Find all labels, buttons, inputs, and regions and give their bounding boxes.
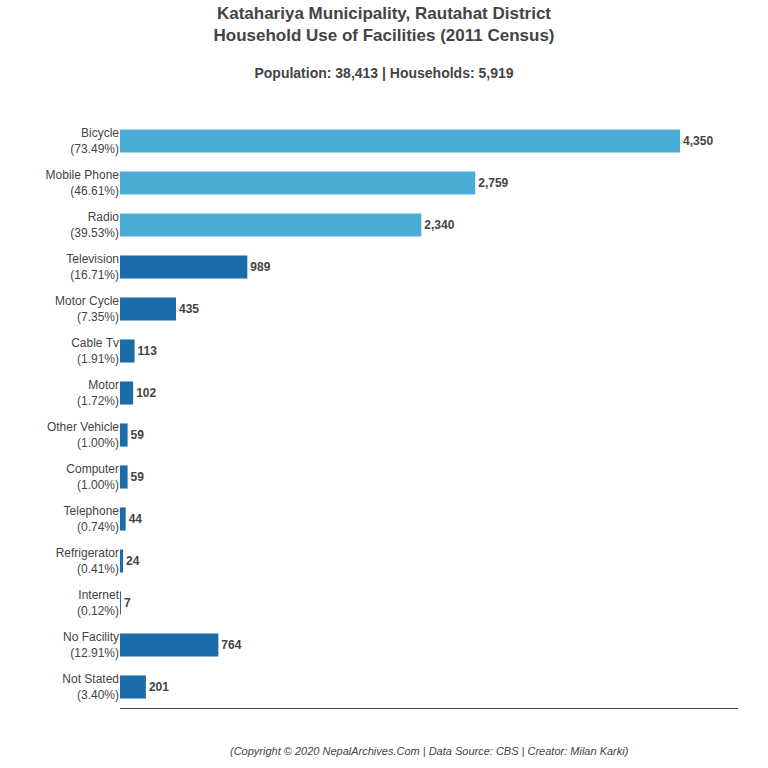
svg-text:59: 59 (131, 470, 145, 484)
svg-text:113: 113 (138, 344, 158, 358)
svg-text:Cable Tv(1.91%): Cable Tv(1.91%) (71, 336, 119, 366)
svg-text:4,350: 4,350 (683, 134, 713, 148)
svg-text:989: 989 (250, 260, 270, 274)
svg-text:Refrigerator(0.41%): Refrigerator(0.41%) (56, 546, 119, 576)
svg-text:102: 102 (136, 386, 156, 400)
svg-text:Radio(39.53%): Radio(39.53%) (70, 210, 119, 240)
svg-text:201: 201 (149, 680, 169, 694)
svg-text:2,340: 2,340 (424, 218, 454, 232)
svg-text:Television(16.71%): Television(16.71%) (66, 252, 119, 282)
svg-text:Computer(1.00%): Computer(1.00%) (66, 462, 119, 492)
svg-text:Katahariya Municipality, Rauta: Katahariya Municipality, Rautahat Distri… (213, 4, 554, 45)
svg-text:764: 764 (221, 638, 241, 652)
svg-text:2,759: 2,759 (478, 176, 508, 190)
svg-text:435: 435 (179, 302, 199, 316)
svg-text:24: 24 (126, 554, 140, 568)
svg-text:Not Stated(3.40%): Not Stated(3.40%) (62, 672, 119, 702)
svg-text:Telephone(0.74%): Telephone(0.74%) (64, 504, 120, 534)
svg-text:Motor Cycle(7.35%): Motor Cycle(7.35%) (55, 294, 119, 324)
svg-text:Population: 38,413 | Household: Population: 38,413 | Households: 5,919 (254, 65, 513, 81)
svg-text:No Facility(12.91%): No Facility(12.91%) (63, 630, 119, 660)
svg-text:Mobile Phone(46.61%): Mobile Phone(46.61%) (46, 168, 120, 198)
svg-text:Bicycle(73.49%): Bicycle(73.49%) (70, 126, 119, 156)
svg-text:Motor(1.72%): Motor(1.72%) (77, 378, 119, 408)
svg-text:44: 44 (129, 512, 143, 526)
svg-text:7: 7 (124, 596, 131, 610)
svg-text:Internet(0.12%): Internet(0.12%) (77, 588, 120, 618)
svg-text:(Copyright © 2020 NepalArchive: (Copyright © 2020 NepalArchives.Com | Da… (230, 745, 629, 757)
svg-text:Other Vehicle(1.00%): Other Vehicle(1.00%) (47, 420, 119, 450)
svg-text:59: 59 (131, 428, 145, 442)
